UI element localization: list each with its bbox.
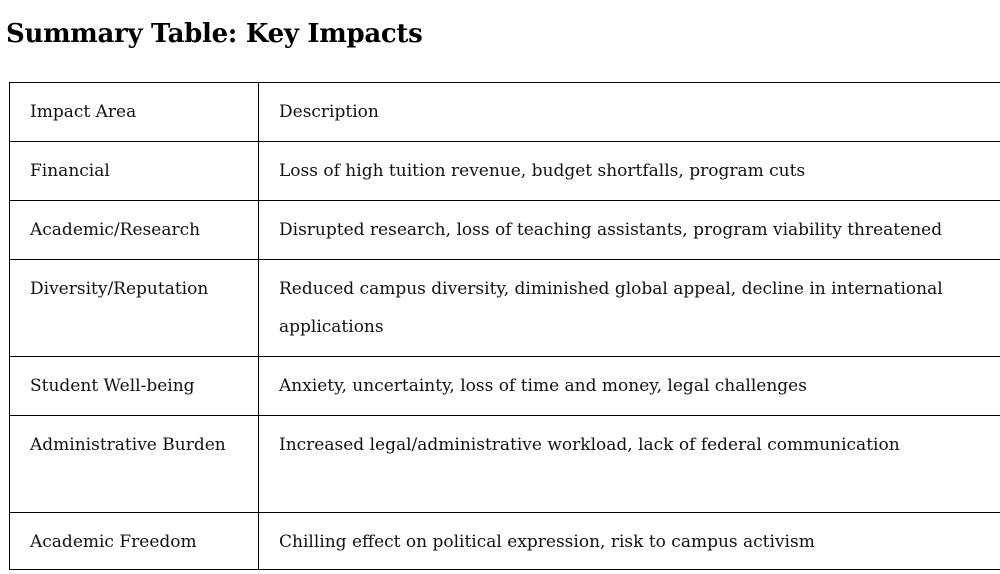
description-cell: Loss of high tuition revenue, budget sho… bbox=[258, 141, 1000, 201]
table-header-row: Impact Area Description bbox=[9, 82, 1000, 142]
impact-area-cell: Administrative Burden bbox=[9, 415, 259, 513]
impacts-table: Impact Area Description Financial Loss o… bbox=[9, 82, 1000, 570]
impact-area-cell: Financial bbox=[9, 141, 259, 201]
impact-area-cell: Academic Freedom bbox=[9, 512, 259, 570]
table-row: Diversity/Reputation Reduced campus dive… bbox=[9, 259, 1000, 357]
impact-area-cell: Student Well-being bbox=[9, 356, 259, 416]
description-cell: Disrupted research, loss of teaching ass… bbox=[258, 200, 1000, 260]
table-row: Financial Loss of high tuition revenue, … bbox=[9, 141, 1000, 201]
description-cell: Anxiety, uncertainty, loss of time and m… bbox=[258, 356, 1000, 416]
table-row: Administrative Burden Increased legal/ad… bbox=[9, 415, 1000, 513]
page-title: Summary Table: Key Impacts bbox=[6, 19, 423, 49]
impact-area-cell: Academic/Research bbox=[9, 200, 259, 260]
description-cell: Chilling effect on political expression,… bbox=[258, 512, 1000, 570]
table-row: Academic/Research Disrupted research, lo… bbox=[9, 200, 1000, 260]
description-cell: Increased legal/administrative workload,… bbox=[258, 415, 1000, 513]
header-description: Description bbox=[258, 82, 1000, 142]
impact-area-cell: Diversity/Reputation bbox=[9, 259, 259, 357]
table-row: Student Well-being Anxiety, uncertainty,… bbox=[9, 356, 1000, 416]
table-row: Academic Freedom Chilling effect on poli… bbox=[9, 512, 1000, 570]
header-impact-area: Impact Area bbox=[9, 82, 259, 142]
description-cell: Reduced campus diversity, diminished glo… bbox=[258, 259, 1000, 357]
